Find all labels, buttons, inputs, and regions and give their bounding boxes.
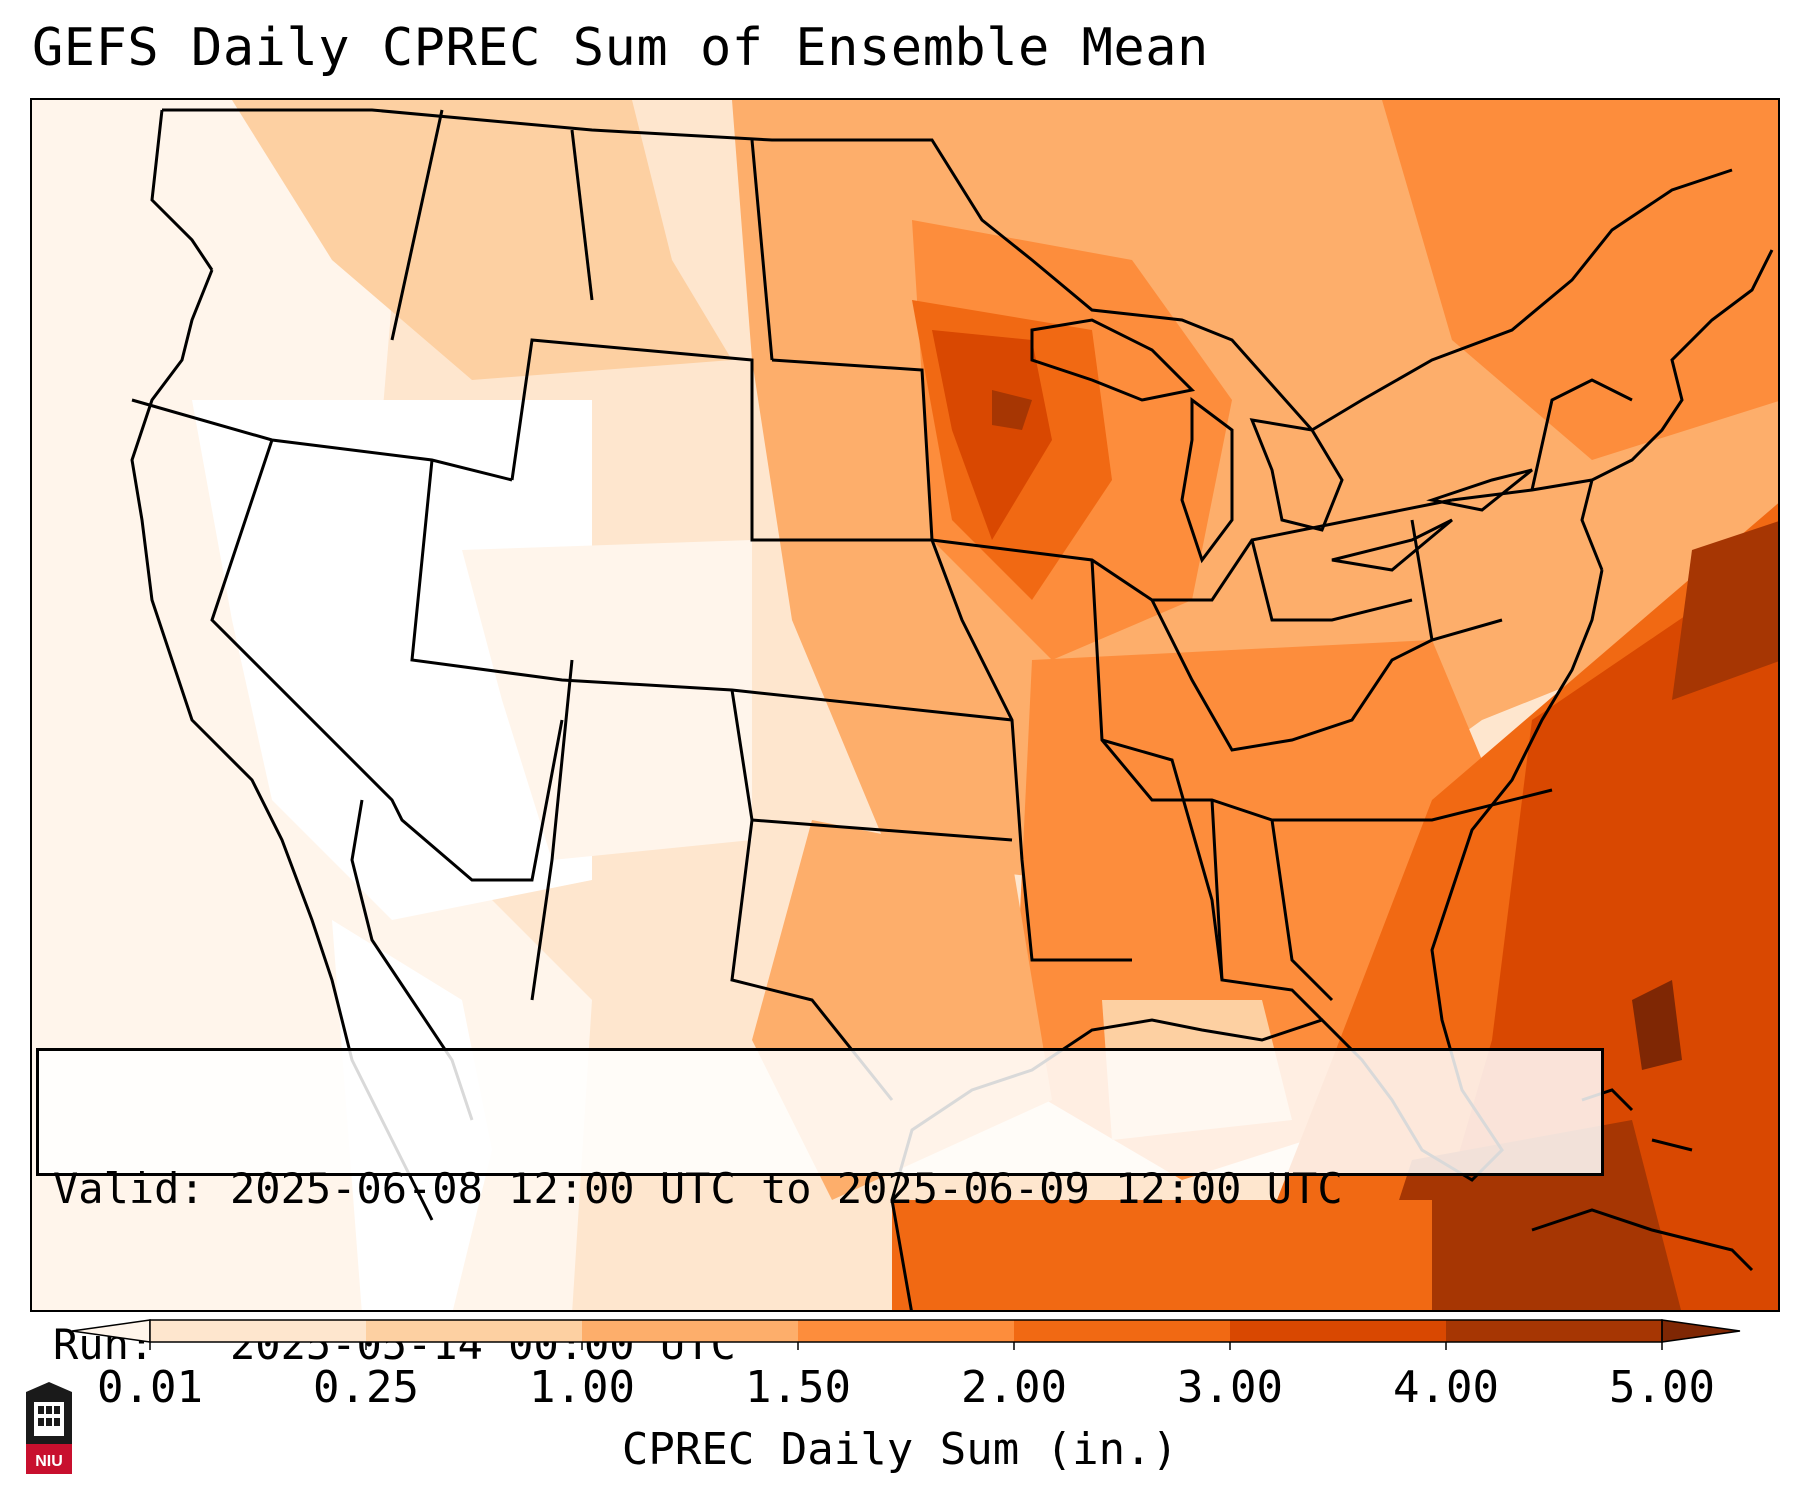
colorbar-tick-label: 4.00 bbox=[1393, 1362, 1499, 1413]
colorbar-tick-label: 2.00 bbox=[961, 1362, 1067, 1413]
colorbar-tick-label: 0.25 bbox=[313, 1362, 419, 1413]
valid-row: Valid: 2025-06-08 12:00 UTC to 2025-06-0… bbox=[53, 1163, 1587, 1215]
colorbar-tick-label: 0.01 bbox=[97, 1362, 203, 1413]
colorbar-label: CPREC Daily Sum (in.) bbox=[621, 1424, 1179, 1475]
colorbar-segment bbox=[150, 1320, 367, 1342]
colorbar-tick-label: 1.00 bbox=[529, 1362, 635, 1413]
valid-run-info-box: Valid: 2025-06-08 12:00 UTC to 2025-06-0… bbox=[36, 1048, 1604, 1369]
map-title: GEFS Daily CPREC Sum of Ensemble Mean bbox=[32, 18, 1209, 78]
valid-label: Valid: bbox=[53, 1164, 205, 1213]
colorbar-segment bbox=[798, 1320, 1015, 1342]
state-boundaries bbox=[130, 108, 1774, 1310]
colorbar-segment bbox=[1230, 1320, 1447, 1342]
colorbar-extend-high bbox=[1661, 1319, 1741, 1343]
colorbar: 0.01 0.25 1.00 1.50 2.00 3.00 4.00 5.00 CPREC D… bbox=[0, 1312, 1803, 1500]
colorbar-segment bbox=[1446, 1320, 1663, 1342]
colorbar-segment bbox=[1014, 1320, 1231, 1342]
colorbar-tick-label: 5.00 bbox=[1609, 1362, 1715, 1413]
colorbar-frame bbox=[149, 1319, 1663, 1343]
colorbar-extend-low bbox=[71, 1319, 151, 1343]
colorbar-segment bbox=[582, 1320, 799, 1342]
svg-text:NIU: NIU bbox=[35, 1453, 63, 1470]
colorbar-tick-label: 3.00 bbox=[1177, 1362, 1283, 1413]
niu-tower-icon: NIU bbox=[20, 1380, 78, 1486]
colorbar-tick-label: 1.50 bbox=[745, 1362, 851, 1413]
colorbar-segment bbox=[366, 1320, 583, 1342]
colorbar-bar bbox=[71, 1319, 1741, 1350]
valid-value: 2025-06-08 12:00 UTC to 2025-06-09 12:00… bbox=[230, 1164, 1343, 1213]
